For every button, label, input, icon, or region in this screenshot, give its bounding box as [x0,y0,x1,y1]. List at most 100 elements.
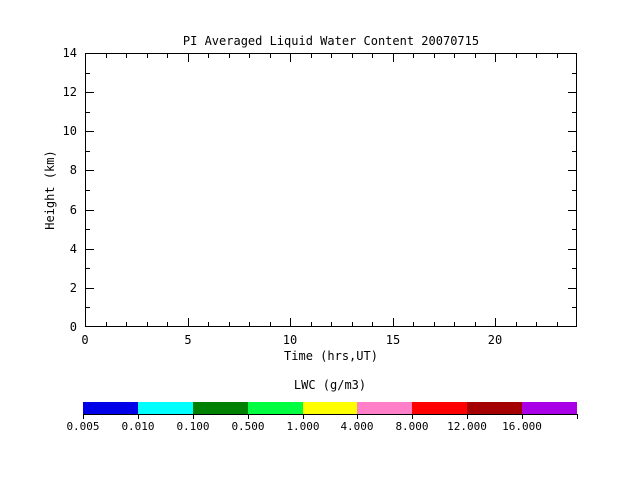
colorbar-segment-6 [412,402,468,414]
y-minor-tick [572,268,576,269]
y-minor-tick [572,151,576,152]
y-tick-label: 0 [69,320,77,334]
y-major-tick [568,249,576,250]
x-minor-tick [311,54,312,58]
x-minor-tick [106,322,107,326]
y-major-tick [568,170,576,171]
x-minor-tick [536,322,537,326]
y-tick-label: 10 [62,124,77,138]
x-minor-tick [516,322,517,326]
y-minor-tick [572,73,576,74]
colorbar-tick-label: 0.500 [231,420,265,433]
colorbar-title: LWC (g/m3) [293,378,367,392]
y-minor-tick [86,190,90,191]
x-major-tick [495,54,496,62]
x-minor-tick [126,54,127,58]
y-tick-label: 14 [62,46,77,60]
colorbar-tick-label: 0.100 [176,420,210,433]
colorbar-segment-4 [302,402,358,414]
x-minor-tick [454,322,455,326]
y-major-tick [86,210,94,211]
y-minor-tick [86,307,90,308]
x-minor-tick [229,322,230,326]
y-major-tick [86,249,94,250]
colorbar-boundary-tick [193,414,194,419]
x-minor-tick [167,54,168,58]
x-major-tick [290,318,291,326]
x-minor-tick [249,322,250,326]
colorbar-tick-label: 0.010 [121,420,155,433]
chart-title: PI Averaged Liquid Water Content 2007071… [182,34,480,48]
y-minor-tick [86,151,90,152]
x-minor-tick [372,54,373,58]
x-minor-tick [331,322,332,326]
x-minor-tick [106,54,107,58]
x-minor-tick [434,54,435,58]
y-minor-tick [572,190,576,191]
colorbar-baseline [83,414,578,415]
y-minor-tick [86,268,90,269]
plot-area [85,53,577,327]
x-major-tick [495,318,496,326]
x-minor-tick [331,54,332,58]
x-minor-tick [208,322,209,326]
colorbar-tick-label: 12.000 [447,420,487,433]
colorbar-boundary-tick [303,414,304,419]
x-major-tick [290,54,291,62]
y-tick-label: 4 [69,242,77,256]
x-minor-tick [475,54,476,58]
y-major-tick [86,170,94,171]
x-tick-label: 20 [487,333,503,347]
x-minor-tick [208,54,209,58]
colorbar-boundary-tick [248,414,249,419]
x-major-tick [393,318,394,326]
x-minor-tick [475,322,476,326]
y-tick-label: 8 [69,163,77,177]
colorbar-boundary-tick [357,414,358,419]
y-minor-tick [86,73,90,74]
colorbar [83,402,578,414]
x-minor-tick [413,54,414,58]
x-minor-tick [352,322,353,326]
colorbar-segment-3 [247,402,303,414]
y-major-tick [86,288,94,289]
x-minor-tick [270,322,271,326]
colorbar-tick-label: 16.000 [502,420,542,433]
colorbar-boundary-tick [467,414,468,419]
x-minor-tick [352,54,353,58]
x-minor-tick [126,322,127,326]
colorbar-boundary-tick [522,414,523,419]
x-minor-tick [536,54,537,58]
colorbar-segment-7 [467,402,523,414]
x-minor-tick [557,54,558,58]
y-axis-title: Height (km) [43,150,57,230]
y-minor-tick [572,112,576,113]
colorbar-segment-8 [522,402,578,414]
colorbar-segment-0 [83,402,138,414]
x-minor-tick [311,322,312,326]
colorbar-segment-2 [192,402,248,414]
x-minor-tick [413,322,414,326]
y-minor-tick [86,229,90,230]
y-major-tick [86,92,94,93]
x-tick-label: 15 [385,333,401,347]
y-major-tick [568,288,576,289]
y-tick-label: 12 [62,85,77,99]
x-minor-tick [167,322,168,326]
x-major-tick [393,54,394,62]
y-major-tick [568,131,576,132]
colorbar-tick-label: 0.005 [66,420,100,433]
x-minor-tick [147,322,148,326]
x-minor-tick [557,322,558,326]
x-major-tick [188,318,189,326]
x-axis-title: Time (hrs,UT) [284,349,378,363]
x-tick-label: 10 [282,333,298,347]
x-minor-tick [434,322,435,326]
x-minor-tick [147,54,148,58]
colorbar-boundary-tick [138,414,139,419]
y-major-tick [568,92,576,93]
colorbar-boundary-tick [83,414,84,419]
y-tick-label: 2 [69,281,77,295]
y-major-tick [86,131,94,132]
